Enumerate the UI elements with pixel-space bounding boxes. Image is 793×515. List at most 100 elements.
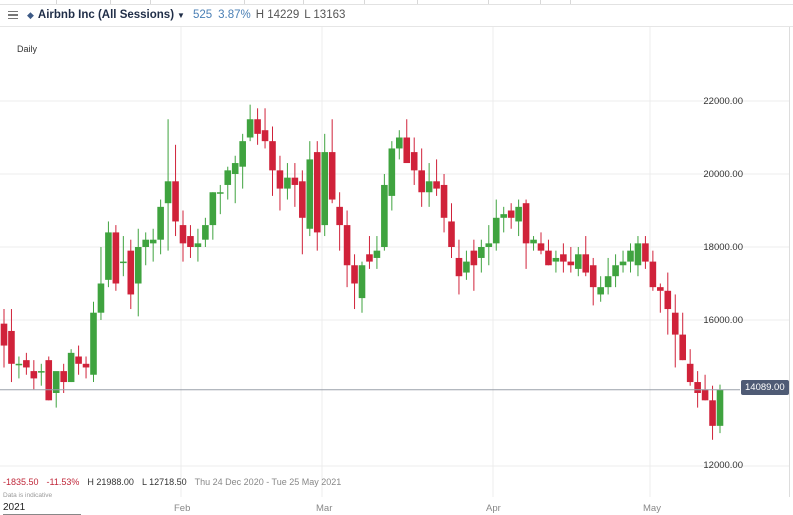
candle-body	[515, 206, 522, 222]
y-tick-label: 12000.00	[703, 460, 743, 471]
session-low: L 13163	[304, 9, 346, 21]
candle-body	[75, 356, 82, 364]
candle-body	[172, 181, 179, 222]
date-range: Thu 24 Dec 2020 - Tue 25 May 2021	[194, 477, 342, 487]
y-tick-label: 16000.00	[703, 315, 743, 326]
candle-body	[716, 389, 724, 426]
candle-body	[530, 239, 537, 244]
candle-body	[440, 184, 448, 218]
candle-body	[343, 225, 351, 266]
x-axis-month-label: Mar	[316, 503, 333, 514]
candle-body	[522, 203, 530, 244]
candle-body	[269, 141, 276, 171]
candle-body	[373, 250, 381, 258]
candle-body	[336, 206, 343, 226]
tab-divider	[303, 0, 304, 4]
candle-body	[649, 261, 657, 288]
candle-body	[388, 148, 396, 196]
tab-strip	[0, 0, 793, 5]
candle-body	[686, 363, 694, 383]
candle-body	[157, 206, 164, 240]
tab-divider	[540, 0, 541, 4]
price-axis-border	[789, 27, 790, 497]
range-stats: -1835.50 -11.53% H 21988.00 L 12718.50 T…	[3, 477, 341, 487]
candle-body	[321, 152, 329, 226]
tab-divider	[110, 0, 111, 4]
candle-body	[194, 243, 202, 247]
candle-body	[358, 265, 366, 299]
candle-body	[567, 261, 575, 266]
candle-body	[216, 192, 224, 194]
candle-body	[202, 225, 209, 240]
x-axis-year-label: 2021	[3, 502, 81, 515]
candle-body	[492, 217, 500, 244]
candle-body	[671, 312, 679, 335]
candle-body	[15, 363, 23, 366]
candle-body	[187, 236, 194, 247]
candle-body	[448, 221, 455, 247]
tag-icon: ◆	[27, 9, 34, 20]
instrument-title[interactable]: Airbnb Inc (All Sessions)	[37, 9, 175, 21]
range-high: H 21988.00	[87, 477, 134, 487]
candle-body	[395, 137, 403, 149]
tab-divider	[417, 0, 418, 4]
candle-body	[507, 210, 515, 218]
candle-body	[45, 360, 53, 401]
candle-body	[597, 287, 604, 295]
candle-body	[97, 283, 105, 313]
candle-body	[209, 192, 217, 226]
period-label[interactable]: Daily	[17, 44, 38, 54]
instrument-header: ◆ Airbnb Inc (All Sessions) ▼ 525 3.87% …	[0, 4, 793, 27]
candle-body	[23, 360, 30, 368]
candle-body	[433, 181, 440, 189]
candle-body	[709, 400, 716, 426]
candle-body	[306, 159, 314, 229]
data-disclaimer: Data is indicative	[3, 492, 53, 499]
y-tick-label: 22000.00	[703, 96, 743, 107]
range-change-percent: -11.53%	[46, 477, 80, 487]
candle-body	[403, 137, 411, 164]
candle-body	[612, 265, 619, 277]
tab-divider	[364, 0, 365, 4]
candle-body	[500, 214, 508, 218]
candle-body	[127, 250, 135, 295]
candle-body	[90, 312, 97, 375]
candle-body	[112, 232, 120, 284]
candle-body	[485, 243, 493, 247]
candle-body	[381, 184, 388, 247]
candle-body	[120, 261, 127, 264]
candle-body	[246, 119, 254, 138]
tab-divider	[56, 0, 57, 4]
x-axis-month-label: Feb	[174, 503, 191, 514]
y-tick-label: 20000.00	[703, 169, 743, 180]
candle-body	[425, 181, 433, 193]
candle-body	[164, 181, 172, 204]
candle-body	[418, 170, 425, 193]
candle-body	[463, 261, 470, 273]
candle-body	[634, 243, 642, 266]
candle-body	[30, 371, 38, 379]
candle-body	[470, 250, 478, 266]
candle-body	[261, 130, 269, 142]
candle-body	[0, 323, 8, 346]
candle-body	[552, 257, 560, 262]
candlestick-chart[interactable]	[0, 27, 793, 515]
candle-body	[589, 265, 597, 288]
candle-body	[574, 254, 582, 269]
tab-divider	[150, 0, 151, 4]
tab-divider	[244, 0, 245, 4]
candle-body	[664, 290, 672, 310]
candle-body	[455, 257, 463, 277]
candle-body	[545, 250, 552, 266]
caret-down-icon[interactable]: ▼	[177, 10, 185, 20]
candle-body	[276, 170, 284, 189]
candle-body	[299, 181, 306, 218]
candle-body	[37, 371, 45, 373]
candle-body	[619, 261, 627, 266]
candle-body	[701, 389, 709, 401]
candle-body	[478, 247, 485, 258]
hamburger-menu-icon[interactable]	[8, 11, 18, 19]
candle-body	[642, 243, 649, 262]
candle-body	[657, 287, 664, 291]
candle-body	[604, 276, 612, 288]
